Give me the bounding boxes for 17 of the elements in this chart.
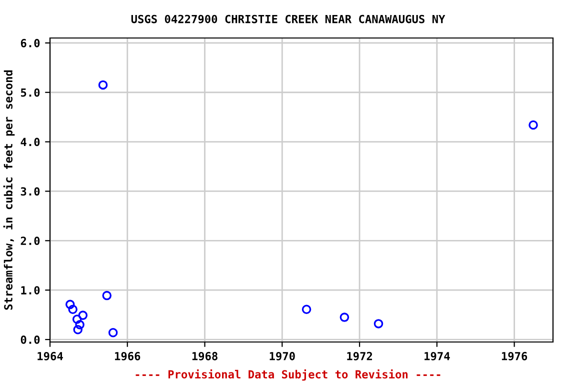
x-tick-label: 1964 — [38, 352, 63, 360]
x-tick-label: 1972 — [347, 352, 372, 360]
y-tick-label: 6.0 — [20, 38, 40, 48]
y-tick-label: 2.0 — [20, 236, 40, 246]
x-tick-label: 1974 — [424, 352, 450, 360]
y-axis-title: Streamflow, in cubic feet per second — [3, 70, 15, 310]
y-tick-label: 5.0 — [20, 88, 40, 97]
x-tick-label: 1966 — [115, 352, 140, 360]
y-tick-label: 0.0 — [20, 336, 40, 344]
chart-title: USGS 04227900 CHRISTIE CREEK NEAR CANAWAUGUS NY — [131, 14, 446, 24]
x-tick-label: 1968 — [192, 352, 218, 360]
x-tick-label: 1976 — [502, 352, 528, 360]
y-tick-label: 1.0 — [21, 286, 40, 294]
x-tick-label: 1970 — [270, 352, 295, 360]
text: ---- Provisional Data Subject to Revision ---- — [136, 369, 440, 381]
y-tick-label: 4.0 — [20, 138, 40, 146]
y-tick-label: 3.0 — [20, 187, 40, 196]
